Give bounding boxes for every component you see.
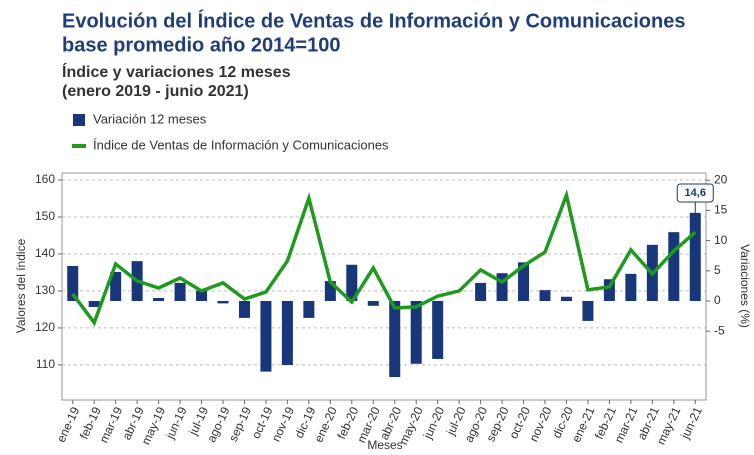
legend-label: Índice de Ventas de Información y Comuni… — [93, 137, 389, 152]
chart-subtitle: (enero 2019 - junio 2021) — [62, 83, 249, 100]
bar — [303, 300, 315, 318]
bar — [689, 212, 701, 301]
bar — [625, 273, 637, 301]
data-label: 14,6 — [685, 187, 706, 199]
bar — [174, 282, 186, 301]
bar — [668, 232, 680, 301]
y-tick-label: 130 — [35, 283, 55, 297]
bar — [281, 300, 293, 365]
bar — [217, 300, 229, 304]
y2-tick-label: 15 — [714, 203, 728, 217]
bar — [238, 300, 250, 318]
bar — [346, 264, 358, 301]
bar — [110, 272, 122, 301]
bar — [496, 273, 508, 301]
bar — [153, 297, 165, 301]
y-tick-label: 110 — [36, 357, 55, 371]
bar — [475, 282, 487, 301]
y-tick-label: 160 — [35, 172, 55, 186]
y2-tick-label: 10 — [714, 233, 728, 247]
bar — [539, 290, 551, 301]
chart-title: base promedio año 2014=100 — [62, 34, 340, 56]
y2-tick-label: -5 — [714, 323, 725, 337]
bar — [603, 279, 615, 301]
y2-axis-label: Variaciones (%) — [738, 244, 752, 328]
bar — [260, 300, 272, 372]
label-box — [676, 183, 714, 203]
y2-tick-label: 20 — [714, 172, 728, 186]
y2-tick-label: 0 — [714, 293, 721, 307]
bar — [432, 300, 444, 359]
bar — [88, 300, 100, 308]
bar — [196, 290, 208, 301]
y2-tick-label: 5 — [714, 263, 721, 277]
x-tick-label: ene-19 — [54, 404, 83, 444]
y-axis-label: Valores del índice — [14, 238, 28, 333]
bar — [389, 300, 401, 378]
bar — [560, 296, 572, 301]
y-tick-label: 140 — [35, 246, 55, 260]
bar — [324, 281, 336, 301]
legend-swatch — [73, 114, 85, 126]
bar — [367, 300, 379, 306]
line — [71, 189, 697, 327]
x-axis-label: Meses — [367, 438, 402, 452]
y-tick-label: 150 — [35, 209, 55, 223]
bar — [410, 300, 422, 364]
bar — [582, 300, 594, 321]
legend-label: Variación 12 meses — [93, 111, 207, 126]
chart-subtitle: Índice y variaciones 12 meses — [62, 62, 291, 81]
y-tick-label: 120 — [35, 320, 55, 334]
chart-title: Evolución del Índice de Ventas de Inform… — [62, 9, 686, 32]
bar — [67, 265, 79, 301]
bar — [518, 262, 530, 301]
